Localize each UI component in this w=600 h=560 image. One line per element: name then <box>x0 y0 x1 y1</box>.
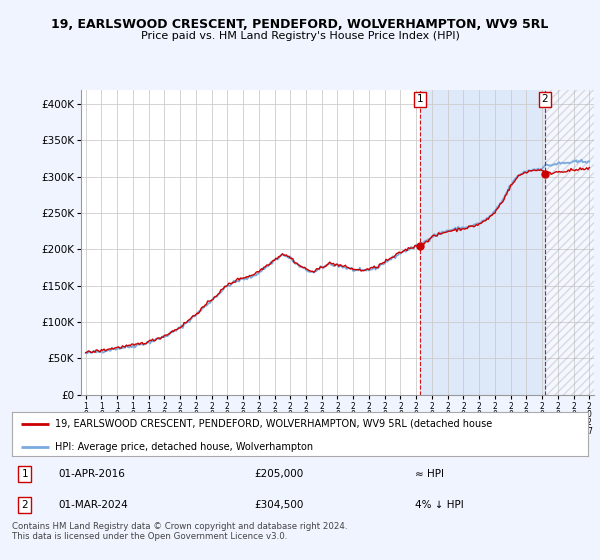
Text: 4% ↓ HPI: 4% ↓ HPI <box>415 500 464 510</box>
Text: Contains HM Land Registry data © Crown copyright and database right 2024.
This d: Contains HM Land Registry data © Crown c… <box>12 522 347 542</box>
Bar <box>420 90 545 395</box>
Bar <box>545 90 594 395</box>
Text: 1: 1 <box>417 94 424 104</box>
Text: 1: 1 <box>22 469 28 479</box>
Text: 2: 2 <box>541 94 548 104</box>
Text: £205,000: £205,000 <box>254 469 303 479</box>
Bar <box>545 90 594 395</box>
Text: Price paid vs. HM Land Registry's House Price Index (HPI): Price paid vs. HM Land Registry's House … <box>140 31 460 41</box>
Text: HPI: Average price, detached house, Wolverhampton: HPI: Average price, detached house, Wolv… <box>55 441 313 451</box>
Text: 19, EARLSWOOD CRESCENT, PENDEFORD, WOLVERHAMPTON, WV9 5RL (detached house: 19, EARLSWOOD CRESCENT, PENDEFORD, WOLVE… <box>55 419 493 429</box>
Text: 01-APR-2016: 01-APR-2016 <box>58 469 125 479</box>
Text: 2: 2 <box>22 500 28 510</box>
Text: 19, EARLSWOOD CRESCENT, PENDEFORD, WOLVERHAMPTON, WV9 5RL: 19, EARLSWOOD CRESCENT, PENDEFORD, WOLVE… <box>52 18 548 31</box>
Text: £304,500: £304,500 <box>254 500 303 510</box>
Text: ≈ HPI: ≈ HPI <box>415 469 444 479</box>
Text: 01-MAR-2024: 01-MAR-2024 <box>58 500 128 510</box>
